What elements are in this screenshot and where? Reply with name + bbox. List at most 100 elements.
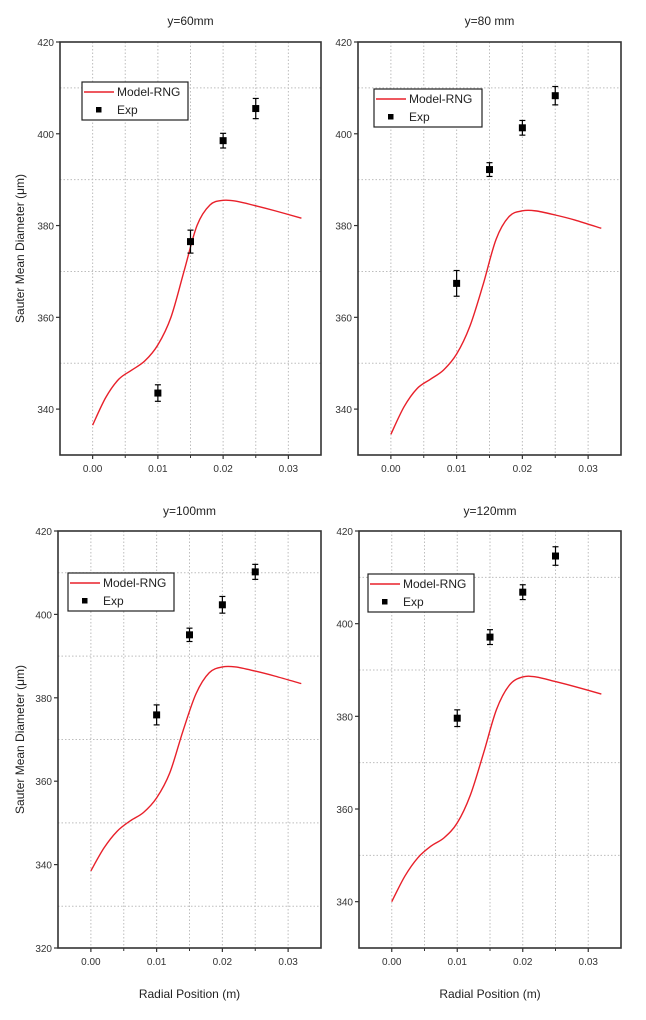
exp-marker: [252, 105, 260, 113]
exp-marker: [218, 601, 226, 609]
panel-title: y=80 mm: [465, 14, 515, 28]
exp-data-point: [252, 97, 260, 120]
legend-label-exp: Exp: [409, 110, 430, 124]
legend-marker-swatch: [382, 599, 388, 605]
exp-data-point: [187, 229, 194, 254]
legend-label-exp: Exp: [103, 594, 124, 608]
x-tick-label: 0.01: [447, 464, 467, 475]
x-tick-label: 0.00: [381, 464, 401, 475]
exp-data-point: [154, 384, 162, 402]
x-tick-label: 0.00: [382, 957, 402, 968]
exp-marker: [154, 389, 162, 397]
x-tick-label: 0.00: [83, 464, 103, 475]
legend-label-exp: Exp: [403, 595, 424, 609]
legend-box: [373, 88, 483, 128]
model-rng-line: [391, 675, 602, 902]
y-tick-label: 420: [35, 527, 52, 538]
exp-data-point: [186, 627, 193, 643]
exp-marker: [453, 714, 461, 722]
x-tick-label: 0.02: [213, 957, 233, 968]
legend-box: [67, 572, 175, 612]
y-tick-label: 400: [335, 130, 352, 141]
y-tick-label: 340: [37, 405, 54, 416]
legend-box: [367, 573, 475, 613]
y-tick-label: 400: [35, 610, 52, 621]
exp-data-point: [551, 85, 559, 106]
exp-marker: [153, 711, 161, 719]
model-rng-line: [91, 199, 302, 426]
exp-marker: [219, 137, 227, 145]
x-tick-label: 0.01: [448, 957, 468, 968]
exp-data-point: [153, 704, 161, 726]
exp-data-point: [453, 269, 461, 297]
exp-marker: [251, 568, 259, 576]
y-tick-label: 320: [35, 944, 52, 955]
x-tick-label: 0.01: [148, 464, 168, 475]
legend-label-model: Model-RNG: [103, 576, 166, 590]
exp-marker: [187, 238, 194, 246]
y-tick-label: 380: [37, 222, 54, 233]
exp-data-point: [486, 162, 493, 178]
legend: Model-RNG Exp: [81, 81, 189, 121]
exp-data-point: [486, 629, 494, 646]
y-tick-label: 380: [336, 712, 353, 723]
exp-data-point: [218, 595, 226, 614]
exp-data-point: [453, 709, 461, 728]
x-axis-title: Radial Position (m): [139, 987, 240, 1001]
legend-label-model: Model-RNG: [409, 92, 472, 106]
legend: Model-RNG Exp: [67, 572, 175, 612]
exp-marker: [486, 166, 493, 174]
y-tick-label: 340: [335, 405, 352, 416]
chart-panel-3: 0.00 0.01 0.02 0.03 320 340 360 380 400 420 y=100m…: [13, 504, 322, 1001]
y-tick-label: 340: [336, 898, 353, 909]
x-tick-label: 0.02: [213, 464, 233, 475]
legend-marker-swatch: [82, 598, 88, 604]
y-tick-label: 340: [35, 861, 52, 872]
y-tick-label: 380: [335, 222, 352, 233]
x-tick-label: 0.03: [578, 464, 598, 475]
exp-data-point: [251, 563, 259, 580]
y-tick-label: 360: [336, 805, 353, 816]
y-tick-label: 420: [335, 38, 352, 49]
chart-panel-1: 0.00 0.01 0.02 0.03 340 360 380 400 420 y=60mm Sau…: [13, 14, 322, 475]
model-rng-line: [390, 209, 602, 435]
panel-title: y=120mm: [463, 504, 516, 518]
panel-title: y=60mm: [167, 14, 213, 28]
x-tick-label: 0.00: [81, 957, 101, 968]
legend-marker-swatch: [96, 107, 102, 113]
exp-data-point: [219, 132, 227, 149]
model-rng-line: [90, 665, 302, 872]
legend-label-model: Model-RNG: [403, 577, 466, 591]
exp-data-point: [552, 546, 559, 566]
x-tick-label: 0.02: [513, 464, 533, 475]
y-tick-label: 420: [37, 38, 54, 49]
legend: Model-RNG Exp: [373, 88, 483, 128]
exp-marker: [186, 631, 193, 639]
y-axis-title: Sauter Mean Diameter (μm): [13, 174, 27, 323]
exp-data-point: [518, 119, 526, 136]
legend-label-model: Model-RNG: [117, 85, 180, 99]
exp-marker: [519, 588, 527, 596]
exp-marker: [552, 552, 559, 560]
exp-marker: [551, 92, 559, 100]
chart-panel-2: 0.00 0.01 0.02 0.03 340 360 380 400 420 y=80 mm Mo…: [335, 14, 622, 475]
y-tick-label: 420: [336, 527, 353, 538]
exp-data-point: [519, 584, 527, 601]
legend: Model-RNG Exp: [367, 573, 475, 613]
panel-title: y=100mm: [163, 504, 216, 518]
x-tick-label: 0.03: [278, 957, 298, 968]
y-tick-label: 360: [37, 313, 54, 324]
exp-marker: [518, 124, 526, 132]
chart-panel-4: 0.00 0.01 0.02 0.03 340 360 380 400 420 y=120mm Ra…: [336, 504, 622, 1001]
y-tick-label: 400: [37, 130, 54, 141]
legend-marker-swatch: [388, 114, 394, 120]
y-tick-label: 360: [35, 777, 52, 788]
x-tick-label: 0.02: [513, 957, 533, 968]
x-tick-label: 0.01: [147, 957, 167, 968]
legend-box: [81, 81, 189, 121]
y-axis-title: Sauter Mean Diameter (μm): [13, 665, 27, 814]
x-tick-label: 0.03: [279, 464, 299, 475]
y-tick-label: 380: [35, 694, 52, 705]
x-axis-title: Radial Position (m): [439, 987, 540, 1001]
